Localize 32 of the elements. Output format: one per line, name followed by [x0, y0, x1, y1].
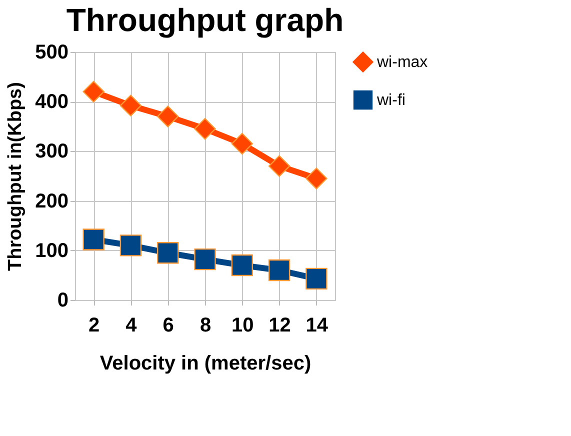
- point: [231, 254, 253, 276]
- x-tick-label: 10: [232, 314, 254, 336]
- point: [306, 168, 328, 190]
- x-tick-label: 12: [268, 314, 291, 336]
- y-axis-title: Throughput in(Kbps): [5, 82, 26, 271]
- point: [82, 80, 104, 103]
- y-tick-label: 500: [35, 42, 68, 64]
- y-tick-label: 200: [35, 190, 68, 212]
- legend-label: wi-fi: [376, 92, 406, 109]
- x-tick-label: 6: [162, 314, 174, 336]
- point: [268, 155, 290, 177]
- chart-title: Throughput graph: [66, 2, 344, 38]
- point: [194, 118, 216, 140]
- point: [306, 268, 328, 290]
- legend-label: wi-max: [376, 54, 428, 71]
- point: [268, 259, 290, 282]
- y-tick-label: 400: [35, 91, 68, 114]
- point: [231, 132, 253, 155]
- x-tick-label: 8: [200, 314, 212, 336]
- point: [120, 234, 142, 256]
- x-tick-label: 2: [88, 314, 100, 336]
- x-axis-title: Velocity in (meter/sec): [100, 352, 312, 374]
- y-tick-label: 100: [35, 240, 68, 262]
- point: [157, 242, 179, 264]
- x-tick-label: 14: [306, 314, 329, 336]
- y-tick-label: 0: [57, 290, 68, 312]
- y-tick-label: 300: [35, 140, 68, 163]
- point: [120, 94, 142, 116]
- point: [194, 248, 216, 270]
- point: [157, 106, 179, 128]
- point: [82, 228, 104, 250]
- x-tick-label: 4: [126, 314, 138, 336]
